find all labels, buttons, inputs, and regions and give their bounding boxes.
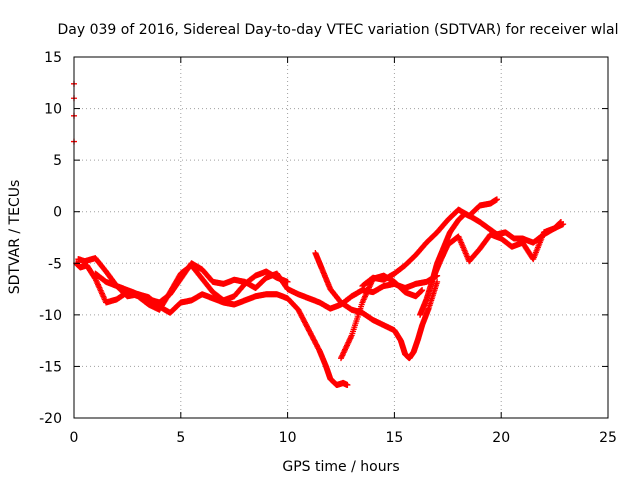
data-point — [344, 381, 351, 388]
data-point — [493, 196, 500, 203]
y-tick-labels: -20 -15 -10 -5 0 5 10 15 — [39, 50, 62, 427]
series-track-f — [359, 196, 500, 289]
grid — [74, 57, 608, 418]
series-track-e — [338, 272, 426, 362]
y-tick-label: 5 — [53, 153, 62, 169]
y-tick-label: -20 — [39, 411, 62, 427]
x-tick-label: 0 — [70, 430, 79, 446]
y-tick-label: -10 — [39, 308, 62, 324]
y-tick-label: 15 — [44, 50, 62, 66]
plot-frame — [73, 56, 609, 419]
data-point — [560, 221, 567, 228]
y-tick-label: 0 — [53, 205, 62, 221]
series-track-h — [429, 221, 567, 282]
y-tick-label: -15 — [39, 359, 62, 375]
series-track-c — [92, 270, 351, 388]
series-track-d — [312, 249, 441, 362]
x-tick-label: 10 — [279, 430, 297, 446]
x-tick-label: 15 — [385, 430, 403, 446]
series-track-b — [75, 255, 441, 312]
x-tick-label: 20 — [492, 430, 510, 446]
x-axis-label: GPS time / hours — [282, 459, 399, 475]
data-points — [71, 80, 567, 388]
y-axis-label: SDTVAR / TECUs — [7, 180, 23, 295]
y-tick-label: 10 — [44, 102, 62, 118]
data-point — [434, 278, 441, 285]
axis-ticks — [73, 56, 609, 419]
y-tick-label: -5 — [48, 256, 62, 272]
x-tick-labels: 0 5 10 15 20 25 — [70, 430, 617, 446]
x-tick-label: 25 — [599, 430, 617, 446]
x-tick-label: 5 — [176, 430, 185, 446]
data-point — [419, 287, 426, 294]
chart-title: Day 039 of 2016, Sidereal Day-to-day VTE… — [57, 22, 618, 38]
